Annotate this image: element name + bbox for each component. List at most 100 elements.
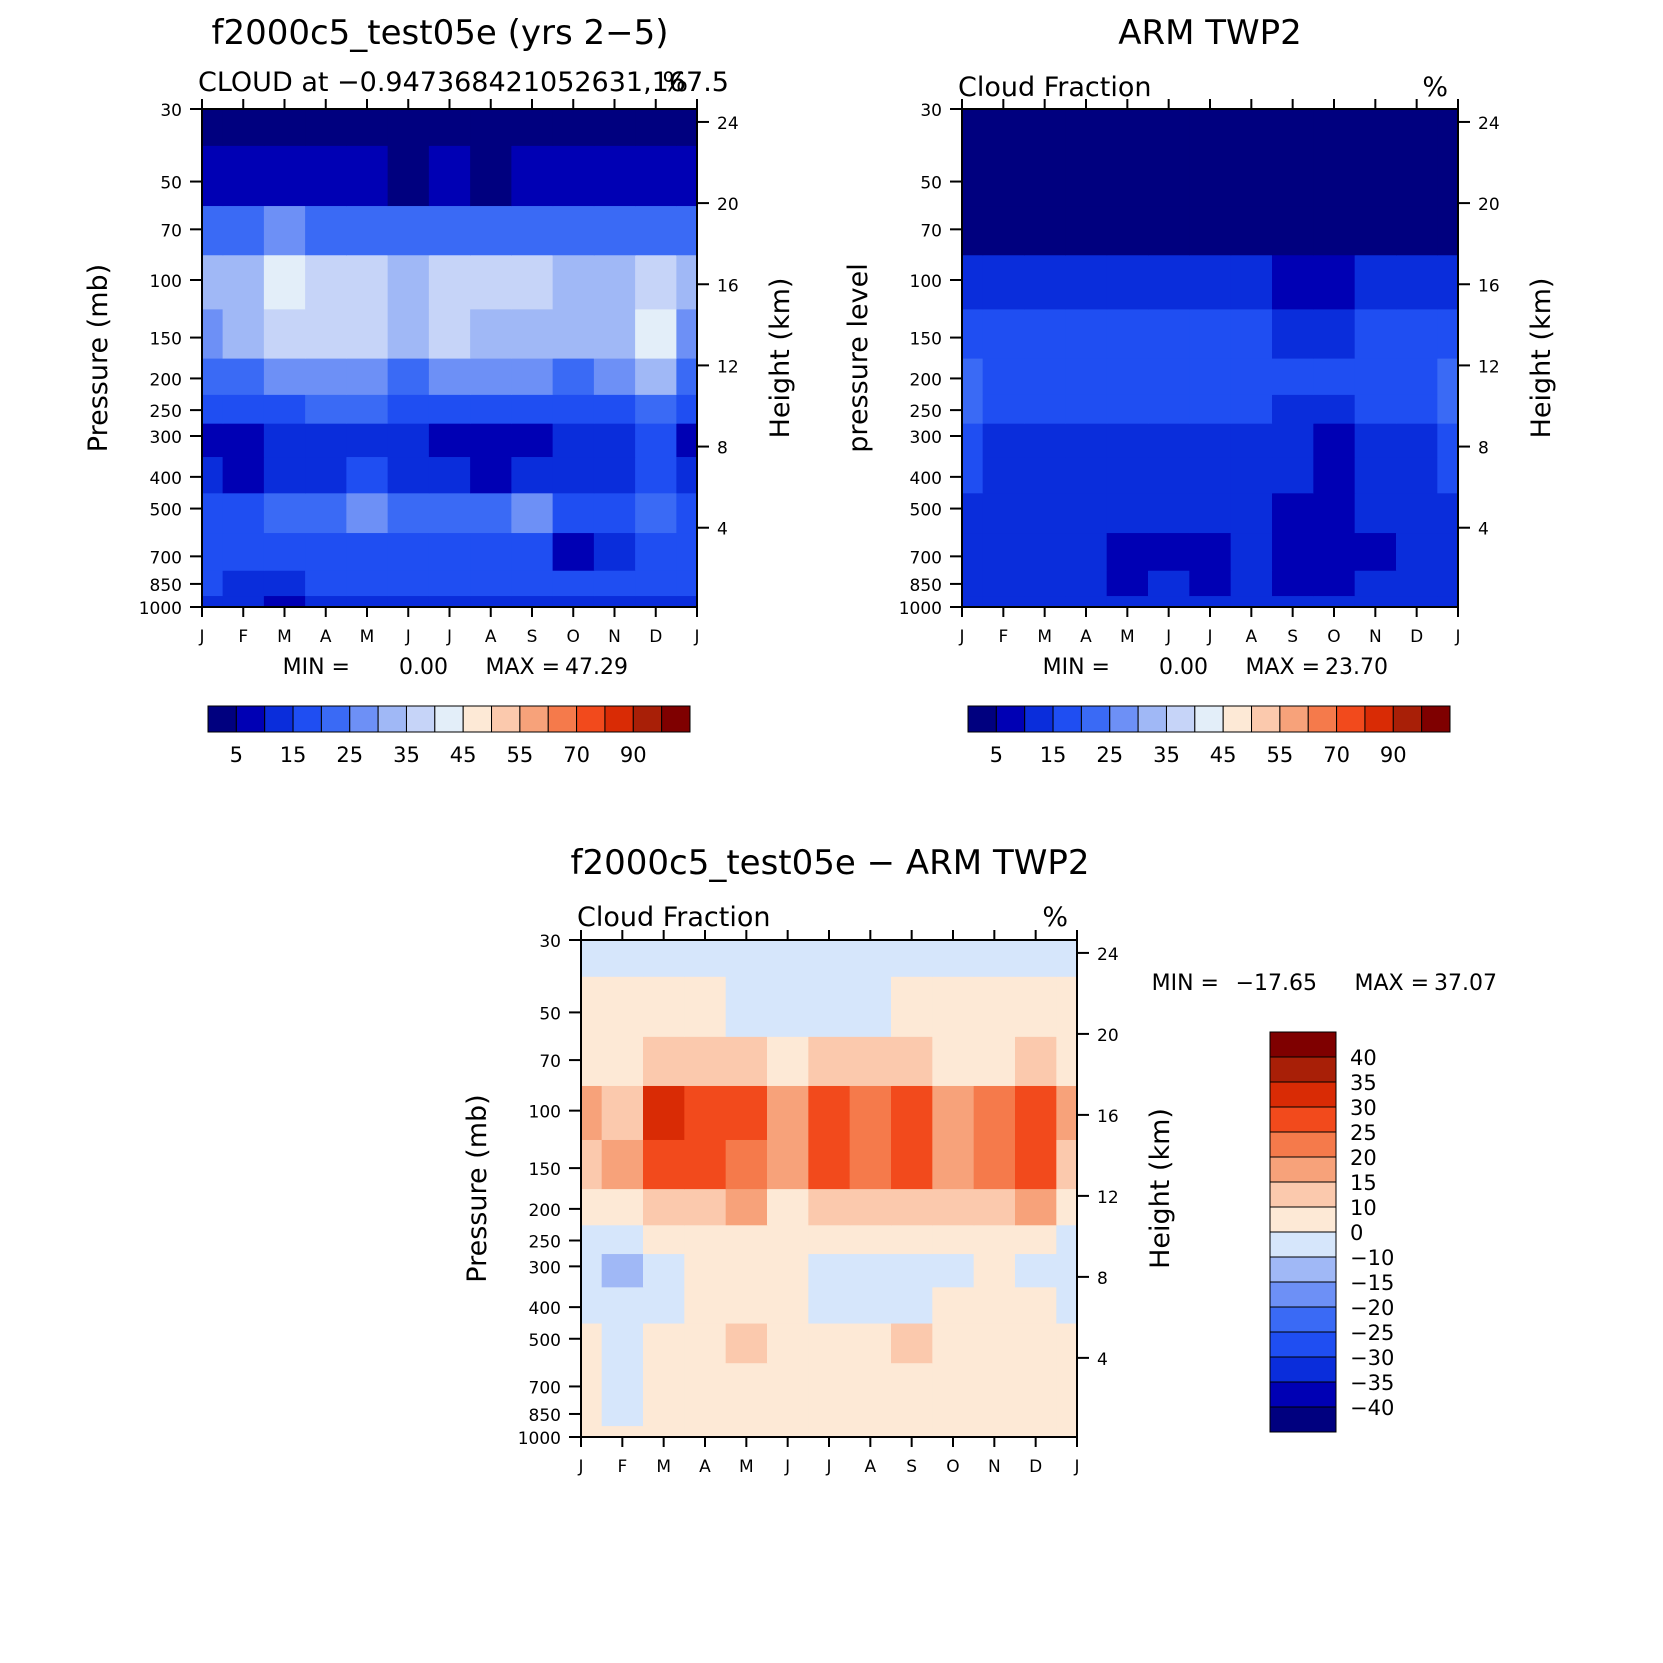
heatmap-cell <box>1189 254 1232 310</box>
colorbar-swatch <box>320 705 351 733</box>
heatmap-cell <box>1230 532 1273 571</box>
heatmap-cell <box>725 1139 768 1190</box>
heatmap-cell <box>601 1139 644 1190</box>
y-tick-label: 200 <box>529 1201 561 1221</box>
heatmap-cell <box>1106 394 1149 424</box>
heatmap-cell <box>808 1139 851 1190</box>
heatmap-cell <box>962 254 984 310</box>
heatmap-cell <box>891 1400 933 1427</box>
heatmap-cell <box>973 1139 1016 1190</box>
heatmap-cell <box>1272 423 1314 458</box>
heatmap-cell <box>202 595 224 608</box>
x-tick-label: M <box>277 627 292 647</box>
units-label: % <box>662 67 688 98</box>
heatmap-cell <box>1396 254 1438 310</box>
heatmap-cell <box>470 254 512 310</box>
heatmap-cell <box>581 1362 603 1401</box>
heatmap-cell <box>973 1224 1016 1255</box>
heatmap-cell <box>1437 570 1459 597</box>
heatmap-cell <box>1065 254 1108 310</box>
heatmap-cell <box>676 570 698 597</box>
heatmap-cell <box>1106 456 1149 494</box>
heatmap-cell <box>982 492 1025 534</box>
heatmap-cell <box>849 1224 892 1255</box>
heatmap-cell <box>808 1036 851 1086</box>
max-value: 47.29 <box>565 655 628 680</box>
heatmap-cell <box>581 1188 603 1226</box>
heatmap-cell <box>1230 394 1273 424</box>
colorbar-swatch <box>207 705 237 733</box>
heatmap-cell <box>601 1253 644 1288</box>
heatmap-cell <box>1015 1253 1057 1288</box>
heatmap-cell <box>581 1322 603 1364</box>
heatmap-cell <box>1313 423 1356 458</box>
colorbar-swatch <box>1269 1231 1337 1258</box>
heatmap-cell <box>808 1425 851 1438</box>
heatmap-cell <box>1272 145 1314 207</box>
colorbar-label: 30 <box>1350 1096 1377 1120</box>
heatmap-cell <box>1272 254 1314 310</box>
heatmap-cell <box>849 1188 892 1226</box>
heatmap-cell <box>932 1085 975 1140</box>
heatmap-cell <box>643 1036 685 1086</box>
heatmap-cell <box>222 570 265 597</box>
heatmap-cell <box>676 254 698 310</box>
heatmap-cell <box>387 109 430 146</box>
heatmap-cell <box>1354 109 1397 146</box>
heatmap-cell <box>1015 1036 1057 1086</box>
heatmap-cell <box>263 456 306 494</box>
heatmap-cell <box>1396 595 1438 608</box>
heatmap-cell <box>1015 1425 1057 1438</box>
colorbar-label: 55 <box>507 743 534 767</box>
heatmap-cell <box>552 308 595 359</box>
colorbar-swatch <box>1137 705 1167 733</box>
x-tick-label: N <box>1369 627 1382 647</box>
x-tick-label: J <box>1206 627 1212 647</box>
colorbar-label: 5 <box>990 743 1003 767</box>
heatmap-cell <box>891 1253 933 1288</box>
heatmap-cell <box>346 570 389 597</box>
heatmap-cell <box>1015 1362 1057 1401</box>
heatmap-cell <box>808 1224 851 1255</box>
height-tick-label: 24 <box>717 114 739 134</box>
heatmap-cell <box>849 1286 892 1324</box>
heatmap-cell <box>1313 145 1356 207</box>
heatmap-cell <box>222 492 265 534</box>
y-tick-label: 300 <box>529 1258 561 1278</box>
heatmap-cell <box>552 532 595 571</box>
heatmap-cell <box>1106 423 1149 458</box>
heatmap-cell <box>1437 492 1459 534</box>
heatmap-cell <box>552 456 595 494</box>
heatmap-cell <box>1106 308 1149 359</box>
heatmap-cell <box>767 1322 809 1364</box>
heatmap-cell <box>635 145 677 207</box>
heatmap-cell <box>470 394 512 424</box>
heatmap-cell <box>202 532 224 571</box>
heatmap-cell <box>593 358 636 395</box>
y-tick-label: 500 <box>150 501 182 521</box>
heatmap-cell <box>1230 570 1273 597</box>
heatmap-cell <box>891 1425 933 1438</box>
heatmap-cell <box>1313 205 1356 256</box>
heatmap-cell <box>635 532 677 571</box>
heatmap-cell <box>767 1286 809 1324</box>
y-tick-label: 400 <box>910 469 942 489</box>
heatmap-cell <box>982 532 1025 571</box>
chart-subtitle: CLOUD at −0.947368421052631,167.5 <box>198 67 729 98</box>
heatmap-cell <box>1148 595 1190 608</box>
heatmap-cell <box>263 394 306 424</box>
heatmap-cell <box>305 456 347 494</box>
heatmap-cell <box>593 254 636 310</box>
heatmap-cell <box>593 109 636 146</box>
x-tick-label: J <box>1454 627 1460 647</box>
chart-panel-1: J F M A M J J A S O N D J 30 50 70 100 150 200 250 300 400 500… <box>83 13 796 767</box>
heatmap-cell <box>1189 492 1232 534</box>
heatmap-cell <box>962 595 984 608</box>
heatmap-cell <box>387 423 430 458</box>
heatmap-cell <box>470 145 512 207</box>
height-tick-label: 4 <box>1097 1350 1108 1370</box>
heatmap-cell <box>1354 145 1397 207</box>
heatmap-cell <box>593 394 636 424</box>
heatmap-cell <box>1056 1425 1078 1438</box>
